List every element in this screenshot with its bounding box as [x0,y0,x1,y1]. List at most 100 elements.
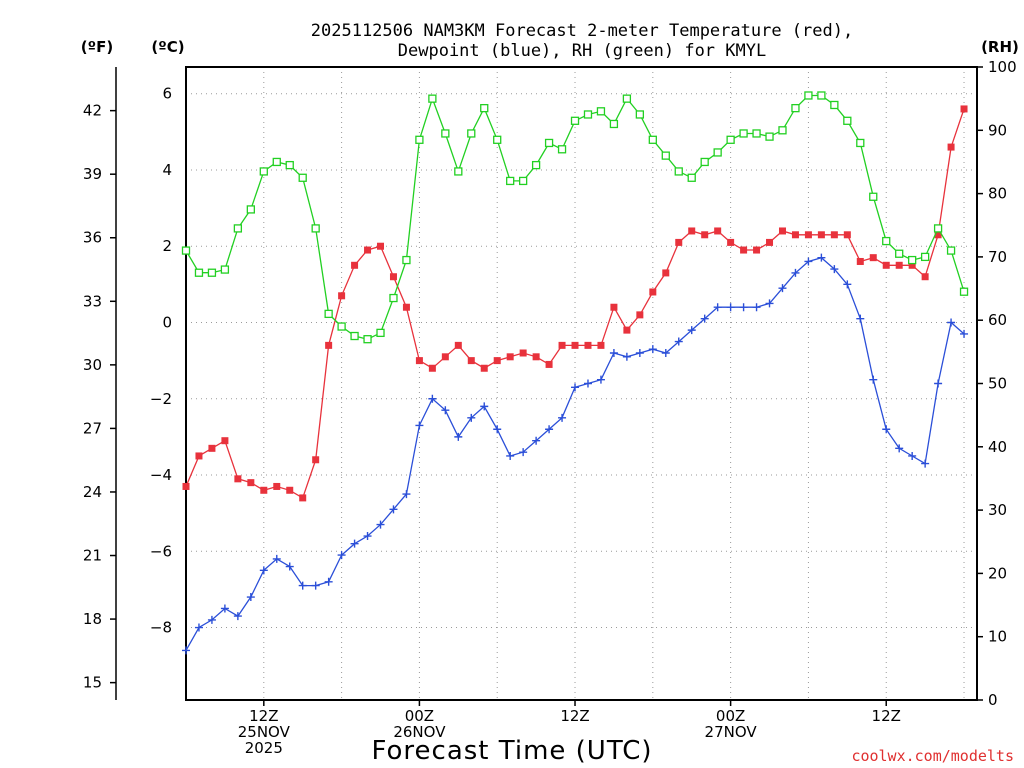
credit-link[interactable]: coolwx.com/modelts [851,747,1014,765]
data-point [377,242,385,250]
data-point [194,623,203,632]
data-point [571,383,580,392]
data-point [557,145,567,154]
data-point [778,227,786,235]
data-point [921,273,929,281]
data-point [843,231,851,239]
data-point [856,314,865,323]
data-point [415,135,424,144]
data-point [454,167,463,176]
data-point [752,129,761,138]
rh-tick-label: 50 [988,375,1007,393]
data-point [726,135,735,144]
data-point [532,436,541,445]
data-point [207,615,216,624]
data-point [531,160,541,170]
data-point [363,335,372,344]
data-point [830,100,839,110]
data-point [441,129,450,138]
x-tick-label: 12Z [249,707,278,725]
rh-tick-label: 30 [988,501,1007,519]
data-point [428,364,436,372]
data-point [687,326,696,335]
data-point [843,116,852,125]
data-point [713,303,722,312]
data-point [194,268,204,277]
axes [110,66,983,706]
data-point [882,425,891,434]
data-point [571,341,579,349]
data-point [519,349,527,357]
data-point [299,494,307,502]
data-point [921,459,930,468]
rh-tick-label: 60 [988,311,1007,329]
data-point [454,341,462,349]
data-point [415,357,423,365]
data-point [363,532,372,541]
data-point [687,173,696,182]
data-point [791,231,799,239]
rh-tick-label: 100 [988,58,1017,76]
c-tick-label: 4 [162,161,172,179]
series-line [185,256,965,651]
data-point [622,94,632,103]
data-point [701,231,709,239]
data-point [480,364,488,372]
data-point [960,105,968,113]
c-tick-label: −8 [150,619,172,637]
data-point [506,176,515,186]
f-tick-label: 30 [83,356,102,374]
data-point [596,375,605,384]
c-tick-label: −2 [150,390,172,408]
data-point [908,255,917,265]
x-tick-label: 00Z [716,707,745,725]
data-point [674,167,683,176]
data-point [233,612,242,621]
data-point [207,268,217,277]
data-point [636,311,644,319]
c-tick-label: −4 [150,466,172,484]
data-point [389,273,397,281]
data-point [804,91,813,100]
data-point [895,444,904,453]
data-point [882,236,891,246]
f-tick-label: 18 [83,610,102,628]
data-point [195,452,203,460]
data-point [778,126,787,135]
data-point [389,505,398,514]
data-point [959,287,969,296]
data-point [454,432,463,441]
data-point [493,135,502,144]
data-point [428,94,437,103]
data-point [739,129,748,138]
data-point [920,252,930,262]
f-tick-label: 21 [83,547,102,565]
data-point [272,157,281,167]
data-point [402,303,410,311]
data-point [934,379,943,388]
data-point [311,581,320,590]
data-point [947,143,955,151]
data-point [649,288,657,296]
rh-tick-label: 40 [988,438,1007,456]
data-point [324,309,333,319]
data-point [934,231,942,239]
x-tick-label: 26NOV [393,723,446,741]
f-tick-label: 42 [83,102,102,120]
x-tick-label: 27NOV [705,723,758,741]
c-tick-label: 0 [162,313,172,331]
data-point [739,303,748,312]
rh-unit-label: (RH) [981,38,1019,56]
data-point [298,173,307,182]
data-point [791,103,800,113]
data-point [493,357,501,365]
data-point [519,448,528,457]
data-point [260,486,268,494]
rh-tick-label: 20 [988,564,1007,582]
data-point [830,265,839,274]
data-point [350,539,359,548]
data-point [856,138,865,148]
data-point [622,352,631,361]
data-point [324,577,333,586]
data-point [480,103,489,113]
